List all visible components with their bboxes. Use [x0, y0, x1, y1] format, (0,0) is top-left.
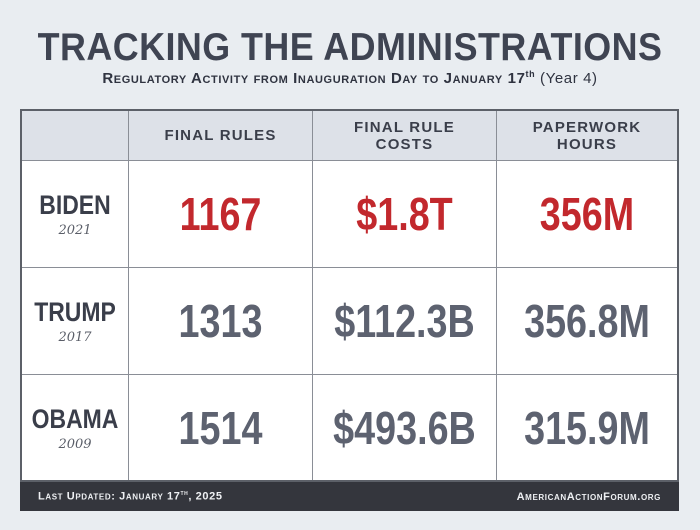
- column-header-label: HOURS: [556, 135, 618, 153]
- footer-bar: Last Updated: January 17th, 2025 America…: [20, 482, 679, 511]
- column-header-paperwork-hours: PAPERWORK HOURS: [497, 111, 677, 160]
- last-updated-tail: , 2025: [188, 490, 223, 503]
- column-header-final-rule-costs: FINAL RULE COSTS: [313, 111, 496, 160]
- source-site: AmericanActionForum.org: [516, 490, 661, 503]
- subtitle-tail: (Year 4): [535, 70, 598, 87]
- column-header-final-rules: FINAL RULES: [129, 111, 312, 160]
- cell-trump-final-rule-costs: $112.3B: [334, 295, 475, 347]
- row-label-trump: TRUMP: [34, 297, 116, 327]
- row-year-biden: 2021: [58, 223, 92, 238]
- page-subtitle: Regulatory Activity from Inauguration Da…: [0, 69, 700, 87]
- cell-trump-paperwork-hours: 356.8M: [524, 295, 650, 347]
- last-updated-sup: th: [180, 490, 189, 498]
- cell-biden-final-rule-costs: $1.8T: [356, 188, 453, 240]
- cell-obama-final-rule-costs: $493.6B: [333, 402, 476, 454]
- grid-hline: [22, 160, 677, 161]
- page-title: TRACKING THE ADMINISTRATIONS: [37, 26, 663, 69]
- last-updated-main: Last Updated: January 17: [38, 490, 181, 503]
- column-header-label: PAPERWORK: [532, 118, 642, 136]
- subtitle-sup: th: [525, 69, 536, 79]
- cell-biden-final-rules: 1167: [179, 188, 262, 240]
- row-label-obama: OBAMA: [31, 404, 119, 434]
- row-label-biden: BIDEN: [39, 190, 111, 220]
- column-header-label: FINAL RULE: [354, 118, 455, 136]
- cell-trump-final-rules: 1313: [178, 295, 263, 347]
- grid-vline: [312, 111, 313, 480]
- cell-obama-final-rules: 1514: [178, 402, 263, 454]
- grid-hline: [22, 267, 677, 268]
- last-updated: Last Updated: January 17th, 2025: [38, 490, 223, 503]
- grid-vline: [496, 111, 497, 480]
- cell-obama-paperwork-hours: 315.9M: [524, 402, 650, 454]
- comparison-table: FINAL RULES FINAL RULE COSTS PAPERWORK H…: [20, 109, 679, 482]
- grid-vline: [128, 111, 129, 480]
- row-year-trump: 2017: [58, 330, 92, 345]
- grid-hline: [22, 374, 677, 375]
- column-header-label: COSTS: [375, 135, 434, 153]
- row-year-obama: 2009: [58, 437, 92, 452]
- header-band: [22, 111, 677, 160]
- column-header-label: FINAL RULES: [164, 127, 277, 144]
- cell-biden-paperwork-hours: 356M: [539, 188, 635, 240]
- subtitle-main: Regulatory Activity from Inauguration Da…: [102, 70, 526, 87]
